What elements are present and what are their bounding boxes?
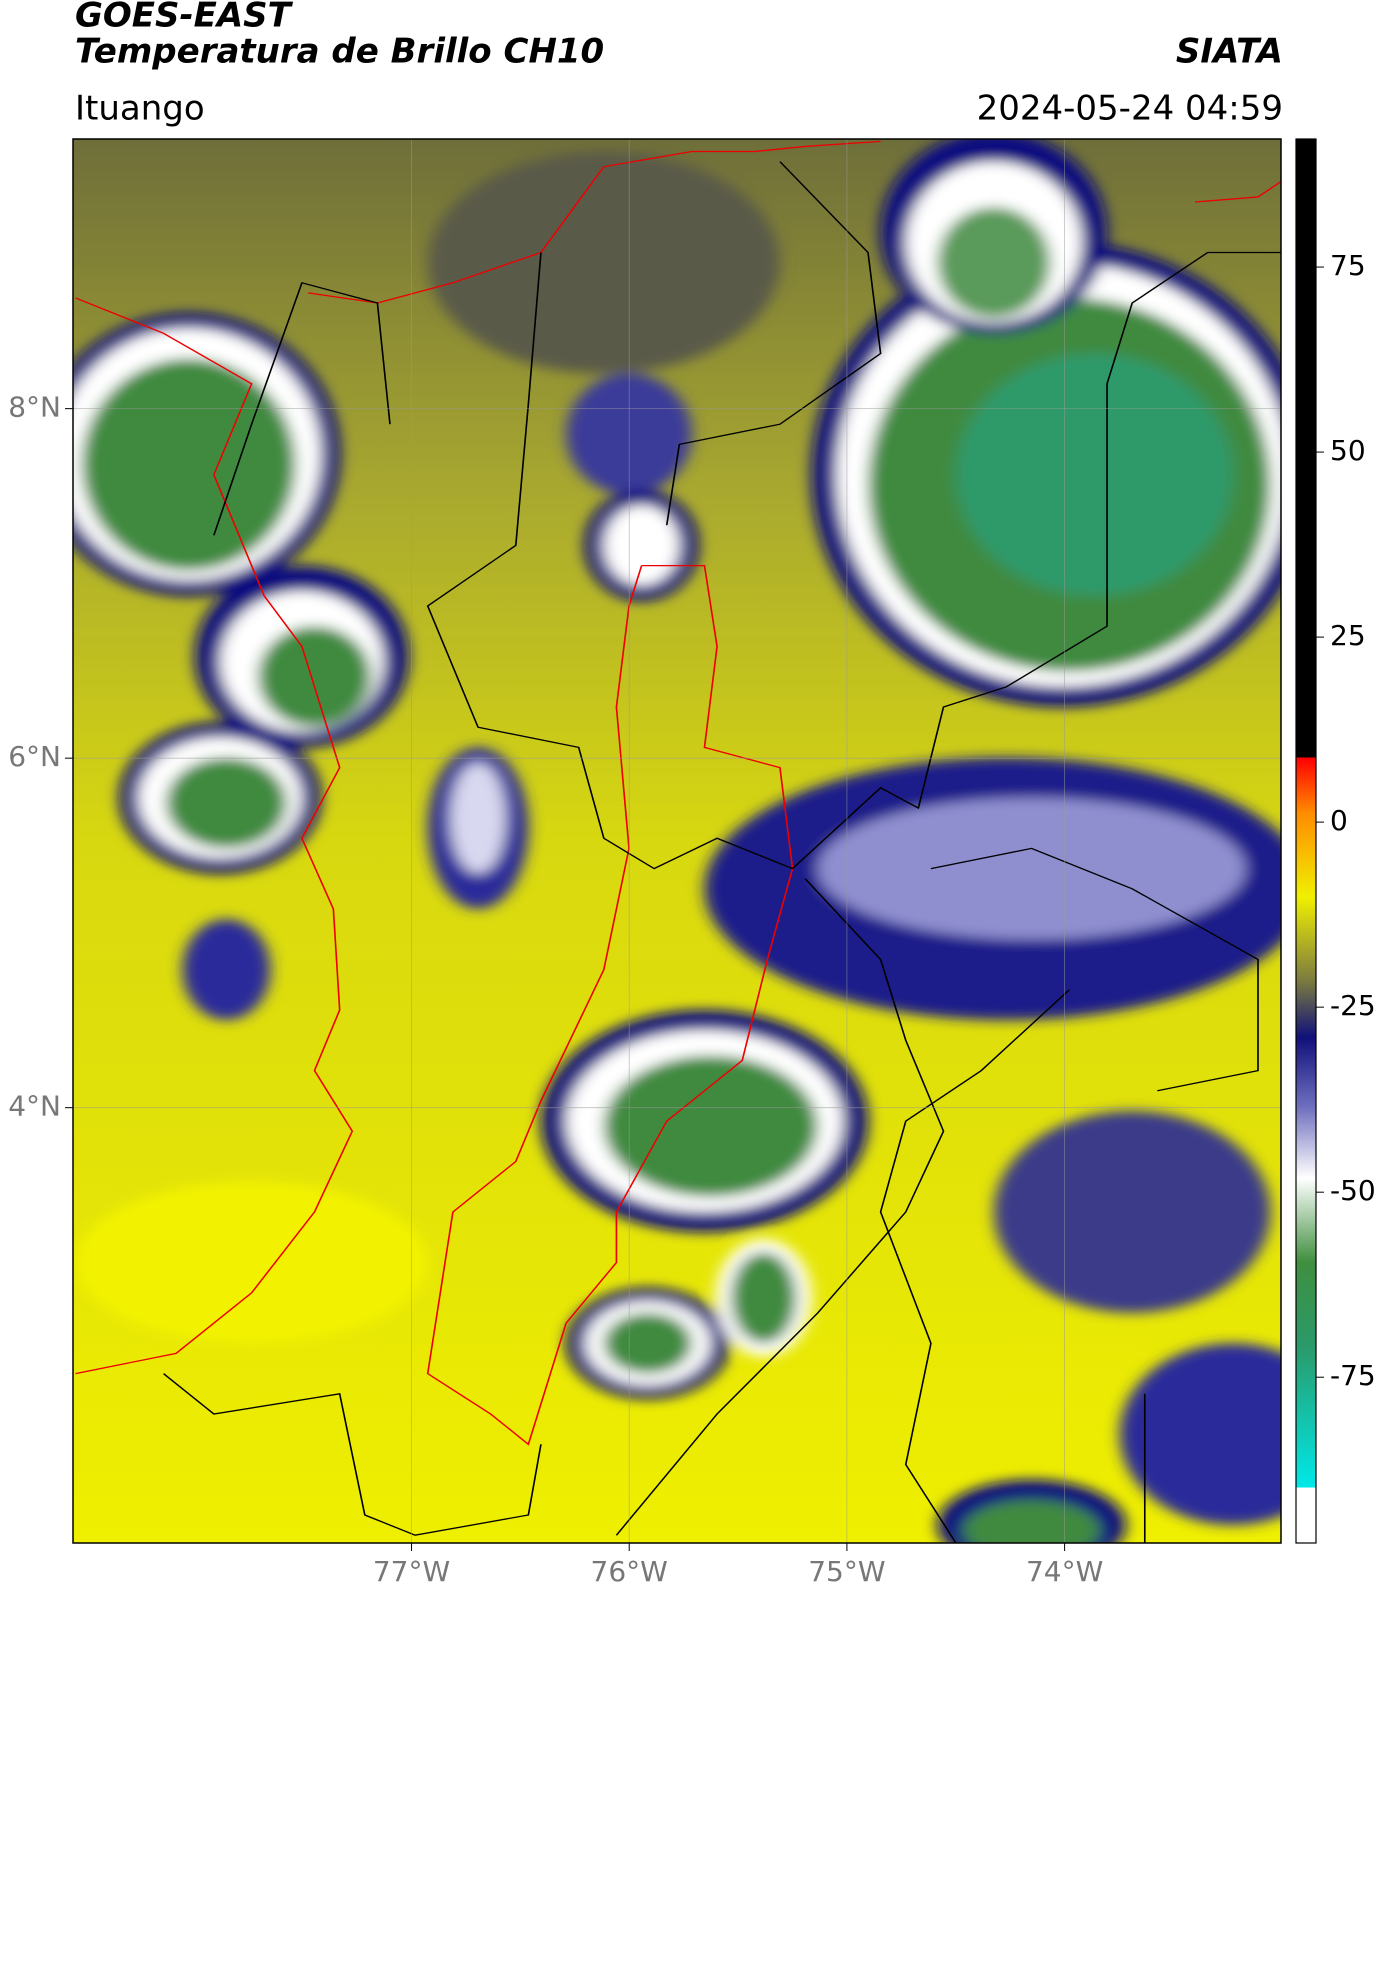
map-image: [73, 139, 1281, 1543]
colorbar-tick-label: 75: [1330, 249, 1366, 282]
colorbar: [1295, 138, 1317, 1544]
lon-tick-label: 77°W: [373, 1555, 450, 1588]
lat-tick-label: 6°N: [8, 740, 61, 773]
title: GOES-EAST: [75, 0, 294, 36]
lon-tick-label: 74°W: [1026, 1555, 1103, 1588]
lon-tick-label: 76°W: [591, 1555, 668, 1588]
colorbar-tick-label: 50: [1330, 434, 1366, 467]
datetime: 2024-05-24 04:59: [977, 89, 1283, 129]
colorbar-tick-label: -25: [1330, 989, 1376, 1022]
map-frame: [72, 138, 1282, 1544]
colorbar-tick-label: -50: [1330, 1174, 1376, 1207]
colorbar-tick-label: 0: [1330, 804, 1348, 837]
lat-tick-label: 4°N: [8, 1090, 61, 1123]
source: SIATA: [1176, 32, 1283, 72]
lon-tick-label: 75°W: [808, 1555, 885, 1588]
colorbar-tick-label: 25: [1330, 619, 1366, 652]
colorbar-tick-label: -75: [1330, 1359, 1376, 1392]
subtitle: Temperatura de Brillo CH10: [75, 32, 604, 72]
location: Ituango: [75, 89, 205, 129]
lat-tick-label: 8°N: [8, 391, 61, 424]
